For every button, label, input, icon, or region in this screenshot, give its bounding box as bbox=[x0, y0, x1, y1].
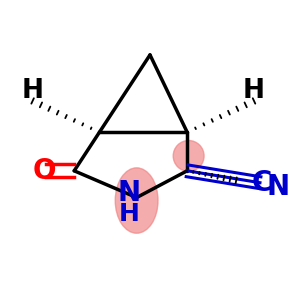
Text: H: H bbox=[243, 78, 265, 104]
Ellipse shape bbox=[173, 140, 204, 171]
Text: N: N bbox=[266, 173, 290, 201]
Text: O: O bbox=[33, 157, 56, 185]
Text: C: C bbox=[251, 169, 272, 197]
Text: H: H bbox=[119, 202, 140, 226]
Text: H: H bbox=[22, 78, 44, 104]
Ellipse shape bbox=[115, 168, 158, 233]
Text: N: N bbox=[118, 179, 141, 207]
